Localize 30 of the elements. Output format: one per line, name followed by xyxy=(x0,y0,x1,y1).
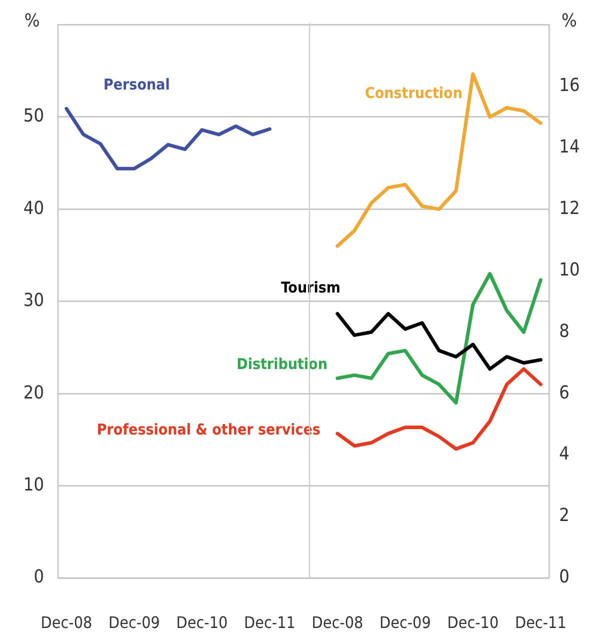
y2-tick-label: 4 xyxy=(559,444,570,465)
series-label: Tourism xyxy=(280,278,340,297)
y2-tick-label: 14 xyxy=(559,136,580,158)
x-tick-label: Dec-08 xyxy=(312,612,364,632)
y-tick-label: 0 xyxy=(34,566,44,588)
y2-tick-label: 12 xyxy=(559,198,580,219)
y2-axis-title: % xyxy=(561,10,577,32)
y2-tick-label: 16 xyxy=(559,74,580,96)
y-tick-label: 50 xyxy=(23,106,44,127)
series-label: Distribution xyxy=(236,355,328,374)
x-tick-label: Dec-11 xyxy=(514,612,566,632)
y-tick-label: 30 xyxy=(23,290,44,312)
y2-tick-label: 8 xyxy=(559,320,570,342)
x-tick-label: Dec-09 xyxy=(380,612,431,632)
series-label: Professional & other services xyxy=(96,420,320,438)
x-tick-label: Dec-09 xyxy=(108,612,160,632)
y-tick-label: 40 xyxy=(23,198,44,219)
y2-tick-label: 2 xyxy=(559,505,570,526)
y2-tick-label: 6 xyxy=(559,382,570,404)
y-tick-label: 10 xyxy=(23,474,44,496)
x-tick-label: Dec-10 xyxy=(447,612,499,632)
y-tick-label: 20 xyxy=(23,382,44,404)
x-tick-label: Dec-10 xyxy=(176,612,228,632)
x-tick-label: Dec-08 xyxy=(40,612,92,632)
x-tick-label: Dec-11 xyxy=(244,612,296,632)
y2-tick-label: 0 xyxy=(559,566,570,588)
text: Personal xyxy=(103,76,170,94)
y-axis-title: % xyxy=(24,10,40,32)
series-label: Construction xyxy=(364,84,462,102)
y2-tick-label: 10 xyxy=(559,259,580,280)
